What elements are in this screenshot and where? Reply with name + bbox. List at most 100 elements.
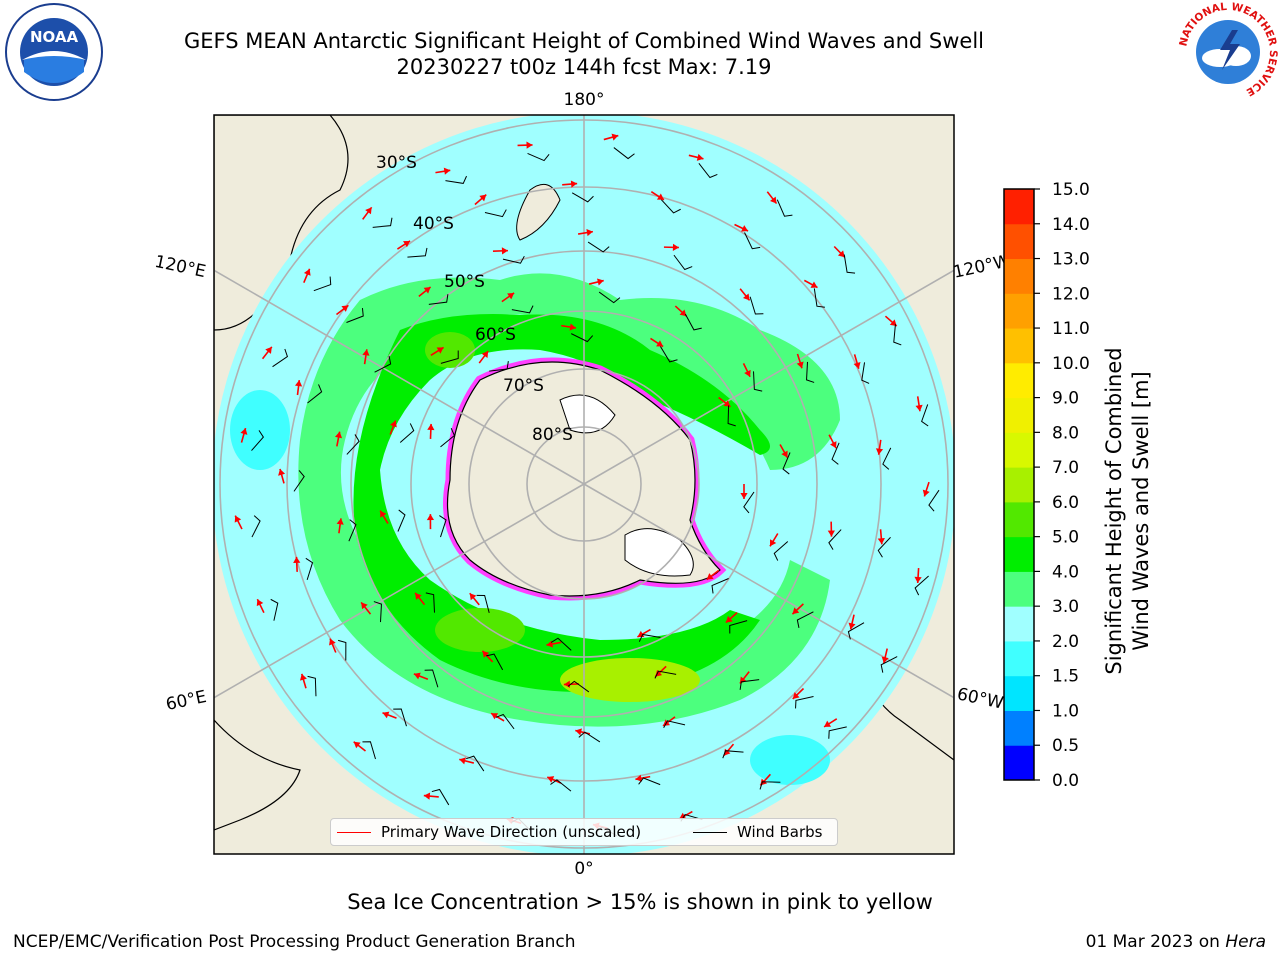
wind-barb <box>782 452 791 475</box>
colorbar-segment <box>1004 189 1034 225</box>
colorbar-tick-label: 4.0 <box>1052 562 1079 582</box>
wave-direction-arrowhead <box>390 420 397 428</box>
new-zealand <box>516 183 561 241</box>
colorbar-segment <box>1004 675 1034 711</box>
wave-direction-arrowhead <box>415 592 422 600</box>
wave-direction-arrowhead <box>586 229 593 237</box>
lon-label-60w: 60°W <box>955 684 1005 713</box>
wave-direction-arrowhead <box>881 656 889 664</box>
wave-direction-arrowhead <box>334 431 343 439</box>
wind-barb <box>374 356 392 373</box>
wind-barb <box>914 575 929 596</box>
wind-barb <box>466 755 485 772</box>
colorbar-segment <box>1004 745 1034 781</box>
wind-barb <box>407 247 428 258</box>
wind-barb <box>921 404 929 427</box>
wind-barb <box>348 519 357 542</box>
footer-organization: NCEP/EMC/Verification Post Processing Pr… <box>13 932 576 952</box>
wind-barb <box>550 779 572 792</box>
wind-barb <box>759 781 781 790</box>
wind-barb <box>440 350 459 364</box>
colorbar-segment <box>1004 432 1034 468</box>
colorbar-segment <box>1004 640 1034 677</box>
wave-direction-arrowhead <box>696 153 704 161</box>
wave-direction-arrowhead <box>365 207 372 215</box>
colorbar-segment <box>1004 501 1034 538</box>
wave-direction-arrowhead <box>725 615 733 623</box>
wind-barb <box>613 147 635 160</box>
lon-label-180: 180° <box>564 90 605 110</box>
wind-barb <box>753 371 763 392</box>
wind-barb <box>305 557 314 581</box>
colorbar-tick-label: 1.5 <box>1052 667 1079 687</box>
wind-barb <box>727 405 736 427</box>
wind-barb <box>425 592 435 613</box>
wave-direction-arrowhead <box>770 539 777 547</box>
wind-barb <box>743 491 755 514</box>
wind-barb <box>424 669 439 688</box>
wave-direction-arrowhead <box>848 622 856 630</box>
wave-direction-arrowhead <box>481 351 489 359</box>
wind-barb <box>293 470 305 492</box>
wind-barb <box>578 731 601 743</box>
wave-direction-arrowhead <box>597 278 604 286</box>
wind-barb <box>440 428 456 448</box>
wind-barb <box>660 199 681 214</box>
wind-barb <box>806 361 815 383</box>
wind-barb <box>882 447 892 470</box>
wave-direction-arrowhead <box>824 720 832 727</box>
wave-direction-arrowhead <box>827 530 835 537</box>
wave-direction-arrowhead <box>853 362 861 369</box>
wind-barb <box>684 313 702 331</box>
lat-label-30s: 30°S <box>376 153 417 173</box>
wave-direction-arrowhead <box>341 305 349 312</box>
wind-barb <box>399 423 415 443</box>
wave-direction-arrowhead <box>427 423 435 431</box>
colorbar-tick-label: 2.0 <box>1052 632 1079 652</box>
wave-direction-arrowhead <box>679 812 687 820</box>
colorbar-frame <box>1003 188 1035 781</box>
wave-direction-arrowhead <box>491 713 499 720</box>
wave-direction-arrowhead <box>922 489 930 497</box>
colorbar-segment <box>1004 328 1034 364</box>
wind-barb <box>445 175 467 184</box>
colorbar-label: Significant Height of Combined Wind Wave… <box>1101 311 1155 711</box>
wind-barb <box>527 152 550 162</box>
wind-barb <box>272 348 289 368</box>
wave-direction-arrowhead <box>741 225 749 232</box>
colorbar-tick-label: 5.0 <box>1052 528 1079 548</box>
wind-barb <box>722 750 744 759</box>
colorbar-tick-label: 10.0 <box>1052 354 1090 374</box>
footer-date: 01 Mar 2023 on Hera <box>1086 932 1266 952</box>
wind-barb <box>428 294 449 305</box>
wave-direction-arrowhead <box>569 323 577 331</box>
wind-barb <box>776 199 793 217</box>
wind-barb <box>893 324 902 346</box>
wind-barb <box>495 713 515 730</box>
wave-direction-arrowhead <box>792 607 800 615</box>
wind-barb <box>598 291 621 304</box>
wave-direction-arrowhead <box>278 468 286 476</box>
wave-direction-arrowhead <box>362 349 370 356</box>
wind-barb <box>338 639 347 661</box>
wave-direction-arrowhead <box>256 599 264 607</box>
wave-direction-arrowhead <box>915 404 923 412</box>
wave-direction-arrowhead <box>336 518 344 525</box>
wave-direction-arrowhead <box>479 194 487 202</box>
ross-ice-shelf <box>624 528 694 577</box>
wave-direction-arrowhead <box>482 650 490 658</box>
wind-barb <box>928 489 940 512</box>
colorbar-tick-label: 14.0 <box>1052 215 1090 235</box>
wave-direction-arrowhead <box>875 448 884 455</box>
wave-direction-arrowhead <box>742 293 750 301</box>
wind-barb <box>307 384 323 404</box>
wave-direction-arrowhead <box>769 196 777 204</box>
wave-direction-arrowhead <box>507 292 515 300</box>
wind-barb <box>307 675 317 697</box>
wave-direction-arrowhead <box>781 450 788 458</box>
footer-machine: Hera <box>1225 932 1266 952</box>
chart-title-line2: 20230227 t00z 144h fcst Max: 7.19 <box>396 55 772 79</box>
wave-direction-arrowhead <box>293 556 301 564</box>
wave-direction-arrowhead <box>426 514 435 521</box>
wind-barb <box>711 578 729 594</box>
